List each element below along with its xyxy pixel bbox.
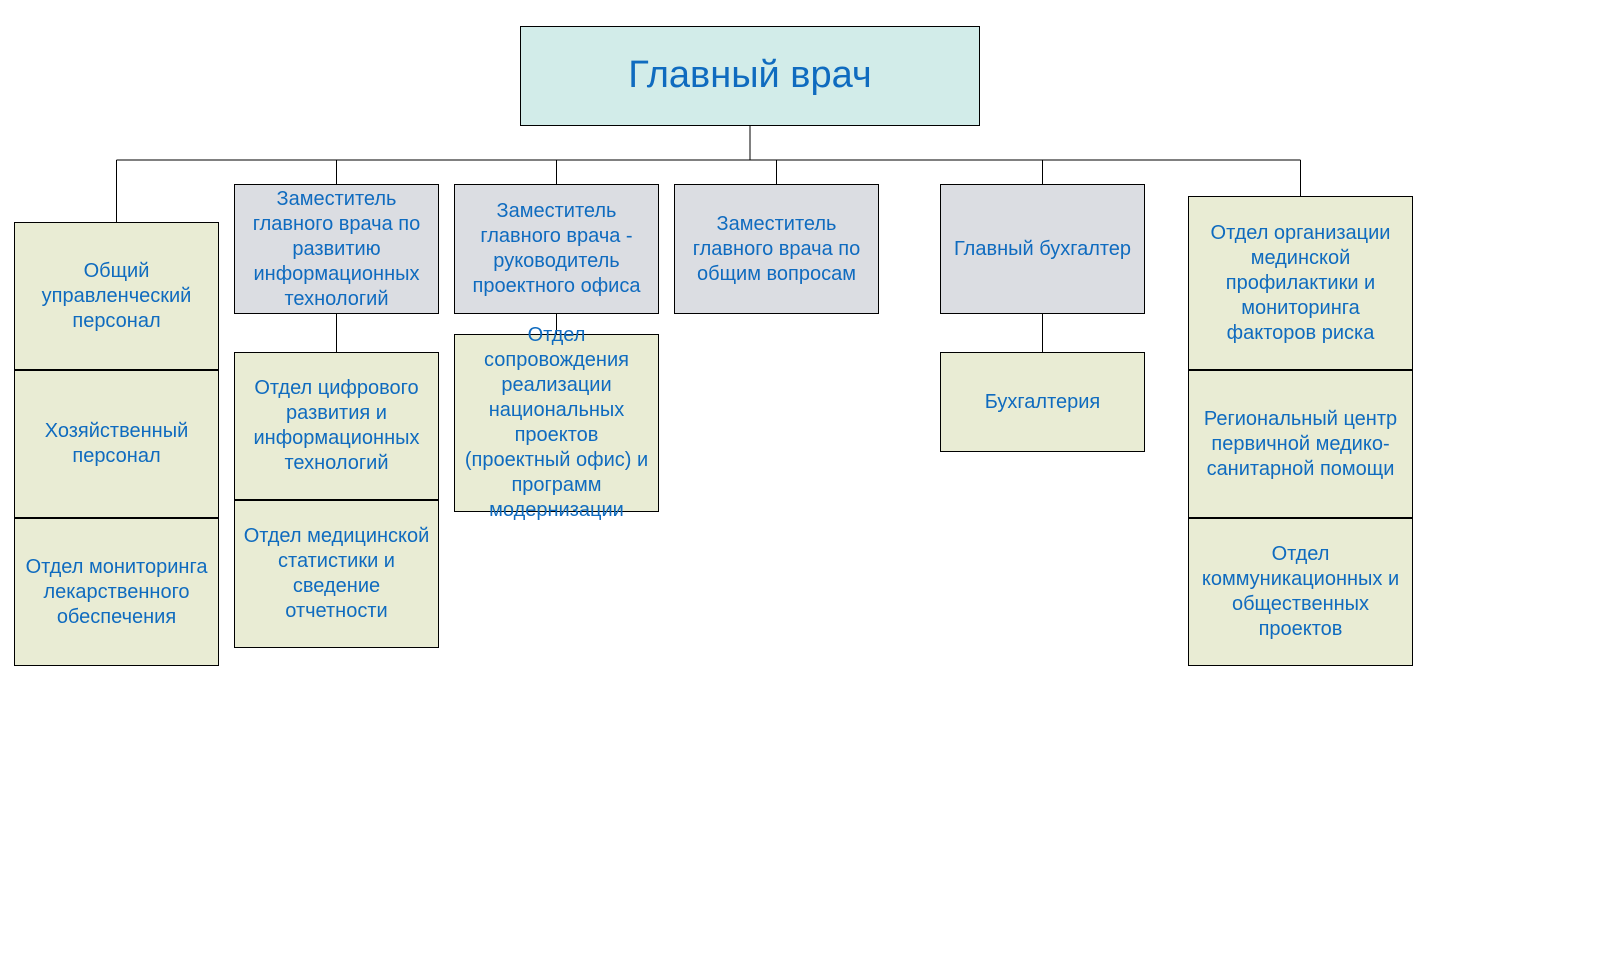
org-chart: Главный врач Общий управленческий персона…: [0, 0, 1600, 980]
org-node-col1c: Отдел мониторинга лекарственного обеспеч…: [14, 518, 219, 666]
org-node-col5a: Бухгалтерия: [940, 352, 1145, 452]
org-node-col1b: Хозяйственный персонал: [14, 370, 219, 518]
org-node-root: Главный врач: [520, 26, 980, 126]
org-node-mgr3: Заместитель главного врача по общим вопр…: [674, 184, 879, 314]
org-node-mgr4: Главный бухгалтер: [940, 184, 1145, 314]
org-node-col3a: Отдел сопровождения реализации националь…: [454, 334, 659, 512]
org-node-col6a: Отдел организации мединской профилактики…: [1188, 196, 1413, 370]
org-node-mgr1: Заместитель главного врача по развитию и…: [234, 184, 439, 314]
org-node-col6b: Региональный центр первичной медико-сани…: [1188, 370, 1413, 518]
org-node-mgr2: Заместитель главного врача - руководител…: [454, 184, 659, 314]
org-node-col2a: Отдел цифрового развития и информационны…: [234, 352, 439, 500]
org-node-col2b: Отдел медицинской статистики и сведение …: [234, 500, 439, 648]
org-node-col6c: Отдел коммуникационных и общественных пр…: [1188, 518, 1413, 666]
org-node-col1a: Общий управленческий персонал: [14, 222, 219, 370]
